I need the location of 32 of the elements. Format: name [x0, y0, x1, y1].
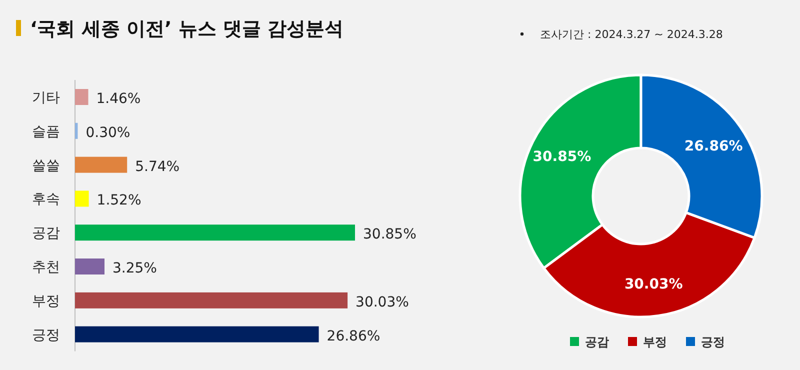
data-label: 30.85% [532, 149, 592, 166]
legend-label: 공감 [585, 335, 609, 349]
text: 조사기간 : 2024.3.27 ~ 2024.3.28 [540, 28, 723, 41]
legend-label: 긍정 [701, 335, 725, 349]
bar [75, 224, 355, 241]
y-tick-label: 추천 [32, 260, 60, 276]
y-tick-label: 슬픔 [32, 124, 60, 140]
y-tick-label: 부정 [32, 293, 60, 310]
bar [75, 258, 104, 274]
y-tick-label: 공감 [32, 226, 60, 242]
data-label: 5.74% [135, 158, 180, 175]
bar [75, 190, 89, 207]
data-label: 0.30% [86, 124, 130, 141]
bar [75, 156, 128, 173]
data-label: 26.86% [684, 138, 743, 154]
data-label: 1.46% [96, 91, 141, 107]
bar [75, 292, 348, 308]
bar [75, 89, 88, 105]
data-label: 26.86% [326, 328, 380, 344]
y-tick-label: 쓸쓸 [32, 158, 60, 174]
data-label: 30.85% [363, 226, 416, 243]
data-label: 30.03% [624, 276, 683, 293]
data-label: 1.52% [96, 192, 142, 209]
y-tick-label: 기타 [32, 90, 60, 106]
legend-label: 부정 [643, 335, 667, 349]
bar [75, 122, 78, 139]
data-label: 3.25% [112, 260, 157, 276]
y-tick-label: 후속 [32, 192, 60, 208]
y-tick-label: 긍정 [32, 327, 60, 344]
bar [75, 326, 319, 342]
data-label: 30.03% [356, 294, 409, 310]
chart-title: ‘국회 세종 이전’ 뉴스 댓글 감성분석 [30, 18, 344, 40]
